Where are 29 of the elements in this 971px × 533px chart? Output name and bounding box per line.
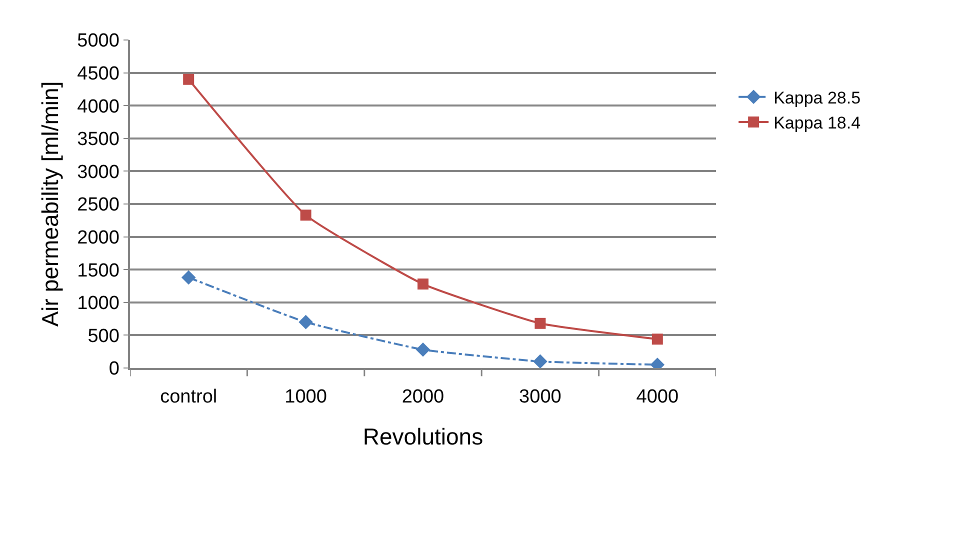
- y-tick-label: 3000: [77, 162, 120, 183]
- x-axis-title: Revolutions: [362, 424, 484, 450]
- y-axis-title: Air permeability [ml/min]: [37, 81, 64, 327]
- y-tick-label: 1500: [77, 260, 120, 282]
- y-tick-label: 4500: [77, 63, 120, 84]
- point: [418, 278, 428, 290]
- legend-label: Kappa 18.4: [774, 114, 861, 133]
- point: [416, 342, 430, 357]
- x-tick-label: 2000: [402, 386, 444, 408]
- point: [300, 210, 312, 221]
- x-tick-label: 3000: [519, 386, 562, 408]
- y-tick-label: 500: [88, 326, 120, 347]
- y-tick-label: 1000: [77, 293, 120, 314]
- y-tick-label: 4000: [77, 96, 120, 118]
- point: [181, 270, 196, 285]
- point: [652, 334, 663, 345]
- point: [534, 318, 546, 329]
- y-tick-label: 2500: [77, 194, 120, 216]
- y-tick-label: 0: [108, 358, 120, 380]
- point: [183, 74, 194, 85]
- y-tick-label: 5000: [77, 30, 120, 52]
- x-tick-label: control: [160, 386, 218, 408]
- y-tick-label: 2000: [77, 227, 120, 248]
- x-tick-label: 1000: [284, 386, 327, 408]
- x-tick-label: 4000: [636, 386, 679, 408]
- legend-label: Kappa 28.5: [774, 88, 861, 108]
- point: [298, 314, 313, 330]
- y-tick-label: 3500: [77, 129, 120, 150]
- point: [533, 354, 548, 368]
